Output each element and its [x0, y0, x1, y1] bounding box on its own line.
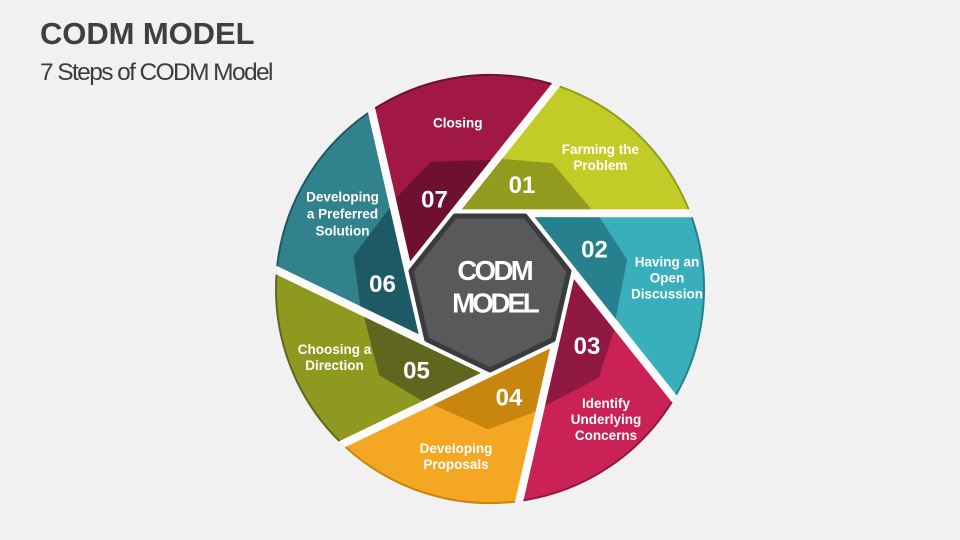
- svg-text:02: 02: [581, 236, 608, 263]
- svg-text:a Preferred: a Preferred: [307, 207, 378, 222]
- svg-text:Closing: Closing: [433, 116, 483, 131]
- svg-text:Discussion: Discussion: [631, 287, 703, 302]
- svg-text:Identify: Identify: [582, 396, 630, 411]
- svg-text:03: 03: [574, 333, 601, 360]
- svg-text:05: 05: [403, 357, 430, 384]
- svg-text:Direction: Direction: [305, 358, 364, 373]
- svg-text:MODEL: MODEL: [452, 287, 540, 318]
- svg-text:CODM MODEL: CODM MODEL: [40, 16, 255, 51]
- svg-text:7 Steps of CODM Model: 7 Steps of CODM Model: [40, 59, 274, 86]
- svg-text:01: 01: [509, 172, 536, 199]
- svg-text:Proposals: Proposals: [423, 457, 488, 472]
- svg-text:Having an: Having an: [635, 255, 700, 270]
- svg-text:Farming the: Farming the: [562, 142, 640, 157]
- svg-text:Underlying: Underlying: [571, 412, 642, 427]
- svg-text:Developing: Developing: [306, 190, 379, 205]
- svg-text:07: 07: [421, 186, 448, 213]
- svg-text:Concerns: Concerns: [575, 428, 637, 443]
- svg-text:04: 04: [496, 384, 523, 411]
- svg-text:Solution: Solution: [316, 224, 370, 239]
- svg-text:Choosing a: Choosing a: [298, 342, 372, 357]
- svg-text:06: 06: [369, 271, 396, 298]
- svg-text:CODM: CODM: [457, 255, 533, 286]
- svg-text:Open: Open: [650, 271, 685, 286]
- svg-text:Problem: Problem: [573, 158, 627, 173]
- svg-text:Developing: Developing: [420, 441, 493, 456]
